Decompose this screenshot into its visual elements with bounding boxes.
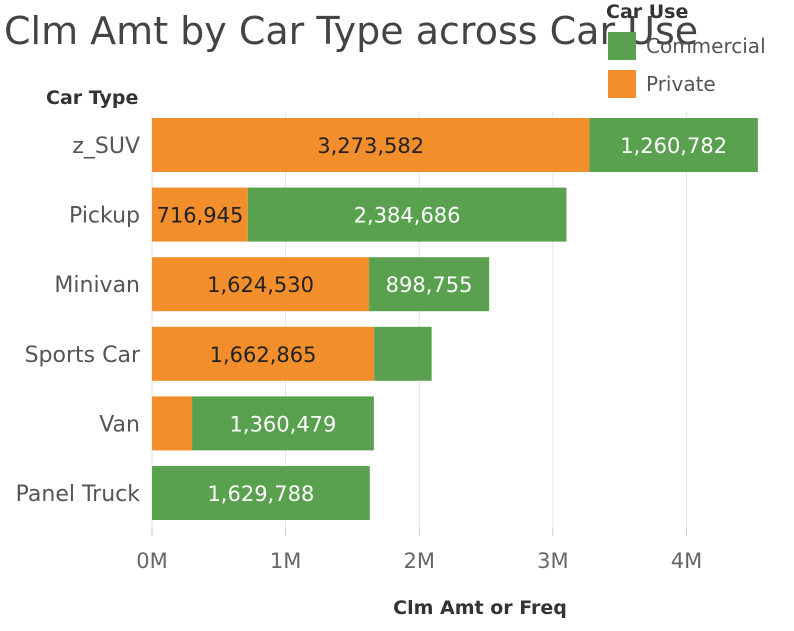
x-tick-label: 4M bbox=[671, 549, 702, 573]
legend-swatch-commercial bbox=[608, 32, 636, 60]
bar-segment-commercial bbox=[192, 396, 374, 451]
bar-value-label: 1,662,865 bbox=[210, 343, 317, 367]
bar-segment-commercial bbox=[152, 466, 370, 520]
bar-segment-private bbox=[152, 187, 248, 242]
legend: Car Use Commercial Private bbox=[606, 1, 766, 98]
bar-segment-private bbox=[152, 326, 375, 381]
x-axis-ticks: 0M 1M 2M 3M 4M bbox=[136, 528, 702, 573]
bar-segment-private bbox=[152, 257, 370, 312]
x-tick-label: 2M bbox=[403, 549, 434, 573]
legend-swatch-private bbox=[608, 70, 636, 98]
y-axis-labels: z_SUV Pickup Minivan Sports Car Van Panel Tru… bbox=[16, 134, 141, 507]
legend-label: Commercial bbox=[646, 34, 766, 58]
y-category-label: Van bbox=[99, 412, 140, 437]
bar-value-label: 898,755 bbox=[386, 273, 473, 297]
grid-lines bbox=[151, 112, 687, 528]
bar-value-label: 1,624,530 bbox=[207, 273, 314, 297]
y-category-label: Panel Truck bbox=[16, 482, 141, 507]
bar-segment-private bbox=[152, 118, 590, 172]
x-tick-label: 3M bbox=[537, 549, 568, 573]
bar-segment-commercial bbox=[247, 187, 567, 242]
bar-segment-private bbox=[152, 396, 193, 451]
bar-value-label: 2,384,686 bbox=[354, 204, 461, 228]
bar-value-label: 3,273,582 bbox=[317, 134, 424, 158]
y-category-label: Sports Car bbox=[25, 343, 141, 368]
y-category-label: Minivan bbox=[54, 273, 140, 298]
chart-title: Clm Amt by Car Type across Car Use bbox=[4, 9, 698, 53]
x-axis-title: Clm Amt or Freq bbox=[393, 597, 567, 619]
bar-segment-commercial bbox=[589, 118, 758, 172]
bar-segment-commercial bbox=[374, 326, 432, 381]
legend-title: Car Use bbox=[606, 1, 688, 23]
bar-value-label: 1,629,788 bbox=[207, 482, 314, 506]
bars: 3,273,582 1,260,782 716,945 2,384,686 1,624,… bbox=[152, 118, 758, 520]
y-category-label: Pickup bbox=[69, 204, 140, 229]
bar-value-label: 1,360,479 bbox=[230, 412, 337, 436]
x-tick-label: 1M bbox=[270, 549, 301, 573]
legend-label: Private bbox=[646, 72, 716, 96]
x-tick-label: 0M bbox=[136, 549, 167, 573]
bar-value-label: 716,945 bbox=[156, 204, 243, 228]
y-category-label: z_SUV bbox=[72, 134, 140, 159]
bar-value-label: 1,260,782 bbox=[620, 134, 727, 158]
bar-segment-commercial bbox=[369, 257, 490, 312]
y-axis-title: Car Type bbox=[46, 87, 138, 109]
